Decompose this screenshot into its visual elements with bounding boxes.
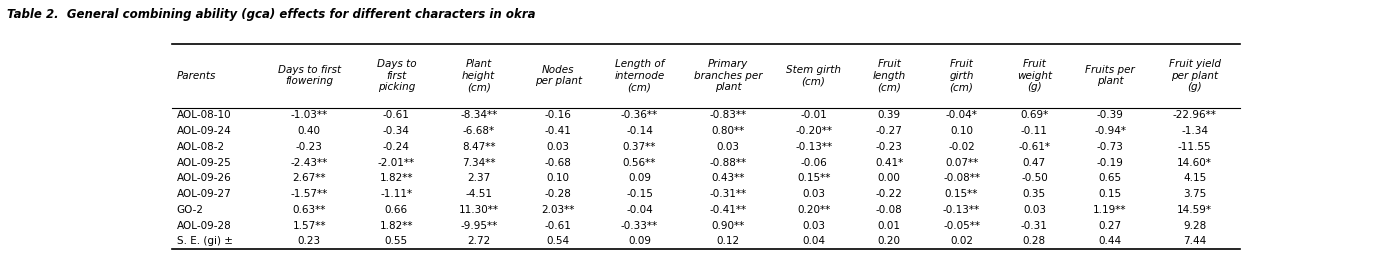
Text: Table 2.  General combining ability (gca) effects for different characters in ok: Table 2. General combining ability (gca)… <box>7 8 536 21</box>
